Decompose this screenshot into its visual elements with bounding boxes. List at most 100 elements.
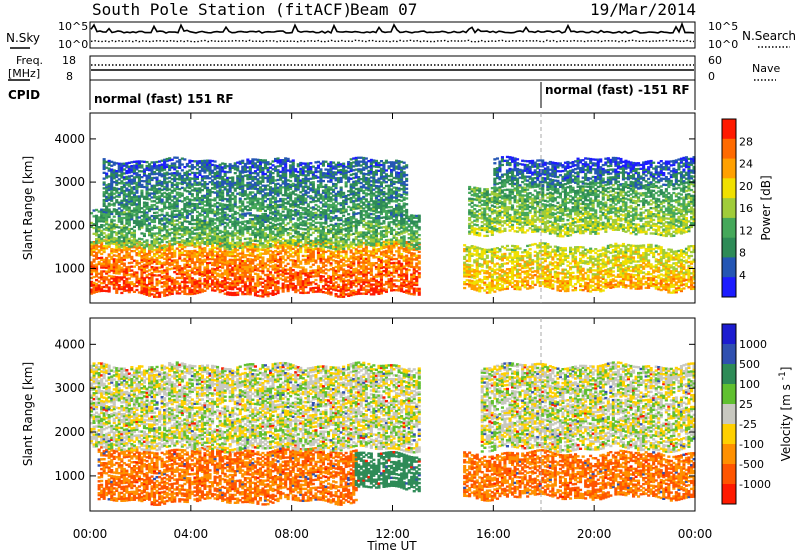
power-cell: [188, 198, 192, 201]
power-cell: [160, 184, 164, 188]
power-cell: [203, 242, 207, 246]
power-cell: [223, 269, 227, 272]
power-cell: [342, 282, 346, 285]
power-cell: [95, 288, 99, 291]
power-cell: [251, 214, 255, 217]
power-cell: [301, 258, 305, 261]
power-cell: [374, 267, 378, 271]
power-cell: [329, 247, 333, 250]
power-cell: [387, 260, 391, 263]
power-cell: [231, 238, 235, 241]
power-cell: [112, 250, 116, 253]
power-cell: [415, 283, 419, 287]
power-cell: [115, 210, 119, 214]
power-cell: [100, 272, 104, 275]
power-cell: [286, 239, 290, 242]
power-cell: [349, 221, 353, 225]
power-cell: [198, 265, 202, 269]
power-cell: [231, 222, 235, 225]
power-cell: [175, 187, 179, 190]
power-cell: [415, 262, 419, 265]
power-cell: [183, 271, 187, 274]
power-cell: [150, 247, 154, 251]
power-cell: [379, 222, 383, 225]
power-cell: [188, 159, 192, 162]
power-cell: [188, 252, 192, 255]
power-cell: [183, 208, 187, 212]
power-cell: [173, 215, 177, 218]
power-cell: [228, 188, 232, 191]
power-cell: [417, 266, 421, 269]
power-cell: [95, 220, 99, 223]
power-cell: [185, 210, 189, 214]
power-cell: [294, 273, 298, 276]
power-cell: [390, 250, 394, 253]
power-cell: [203, 272, 207, 275]
power-cell: [410, 259, 414, 263]
power-cell: [122, 211, 126, 214]
power-cell: [289, 228, 293, 231]
power-cell: [127, 269, 131, 272]
power-cell: [246, 292, 250, 296]
power-cell: [369, 289, 373, 292]
power-cell: [405, 285, 409, 288]
power-cell: [135, 279, 139, 282]
power-cell: [263, 226, 267, 229]
power-cell: [107, 204, 111, 207]
power-cell: [120, 191, 124, 195]
power-cell: [236, 245, 240, 248]
power-cell: [357, 235, 361, 238]
power-cell: [384, 267, 388, 270]
power-cell: [337, 289, 341, 292]
power-cell: [223, 162, 227, 166]
power-cell: [175, 233, 179, 236]
power-cell: [256, 255, 260, 258]
power-cell: [233, 266, 237, 269]
power-cell: [301, 243, 305, 246]
power-cell: [102, 247, 106, 250]
power-cell: [367, 243, 371, 246]
power-cell: [400, 222, 404, 225]
power-cell: [231, 166, 235, 169]
power-cell: [332, 241, 336, 244]
power-cell: [231, 234, 235, 237]
power-cell: [410, 261, 414, 265]
power-cell: [137, 281, 141, 284]
power-cell: [120, 258, 124, 262]
power-cell: [405, 268, 409, 271]
power-cell: [377, 259, 381, 262]
power-cell: [274, 239, 278, 242]
power-cell: [180, 192, 184, 195]
power-cell: [125, 250, 129, 253]
power-cell: [153, 192, 157, 195]
power-cell: [392, 234, 396, 237]
power-cell: [173, 223, 177, 226]
power-cell: [203, 183, 207, 186]
power-cell: [256, 269, 260, 272]
power-cell: [261, 244, 265, 247]
power-cell: [258, 275, 262, 278]
power-cell: [168, 279, 172, 282]
power-cell: [299, 217, 303, 221]
power-cell: [236, 231, 240, 234]
power-cell: [130, 227, 134, 231]
power-cell: [203, 282, 207, 285]
power-cell: [117, 178, 121, 181]
power-cell: [165, 272, 169, 275]
power-cell: [107, 161, 111, 164]
power-cell: [180, 186, 184, 189]
power-cell: [357, 243, 361, 246]
power-cell: [190, 290, 194, 294]
power-cell: [379, 247, 383, 250]
power-cell: [253, 216, 257, 219]
power-cell: [155, 260, 159, 264]
power-cell: [185, 263, 189, 266]
power-cell: [251, 252, 255, 255]
power-cell: [127, 169, 131, 172]
power-cell: [395, 244, 399, 247]
power-cell: [294, 288, 298, 292]
power-cell: [261, 228, 265, 231]
power-cell: [274, 257, 278, 261]
power-cell: [115, 266, 119, 269]
power-cell: [296, 244, 300, 247]
